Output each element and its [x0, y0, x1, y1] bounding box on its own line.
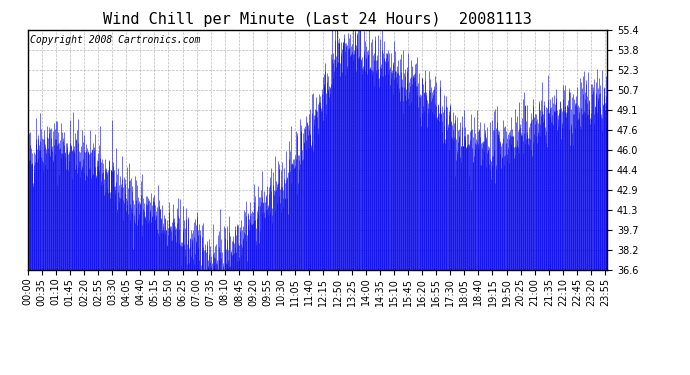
- Title: Wind Chill per Minute (Last 24 Hours)  20081113: Wind Chill per Minute (Last 24 Hours) 20…: [103, 12, 532, 27]
- Text: Copyright 2008 Cartronics.com: Copyright 2008 Cartronics.com: [30, 35, 201, 45]
